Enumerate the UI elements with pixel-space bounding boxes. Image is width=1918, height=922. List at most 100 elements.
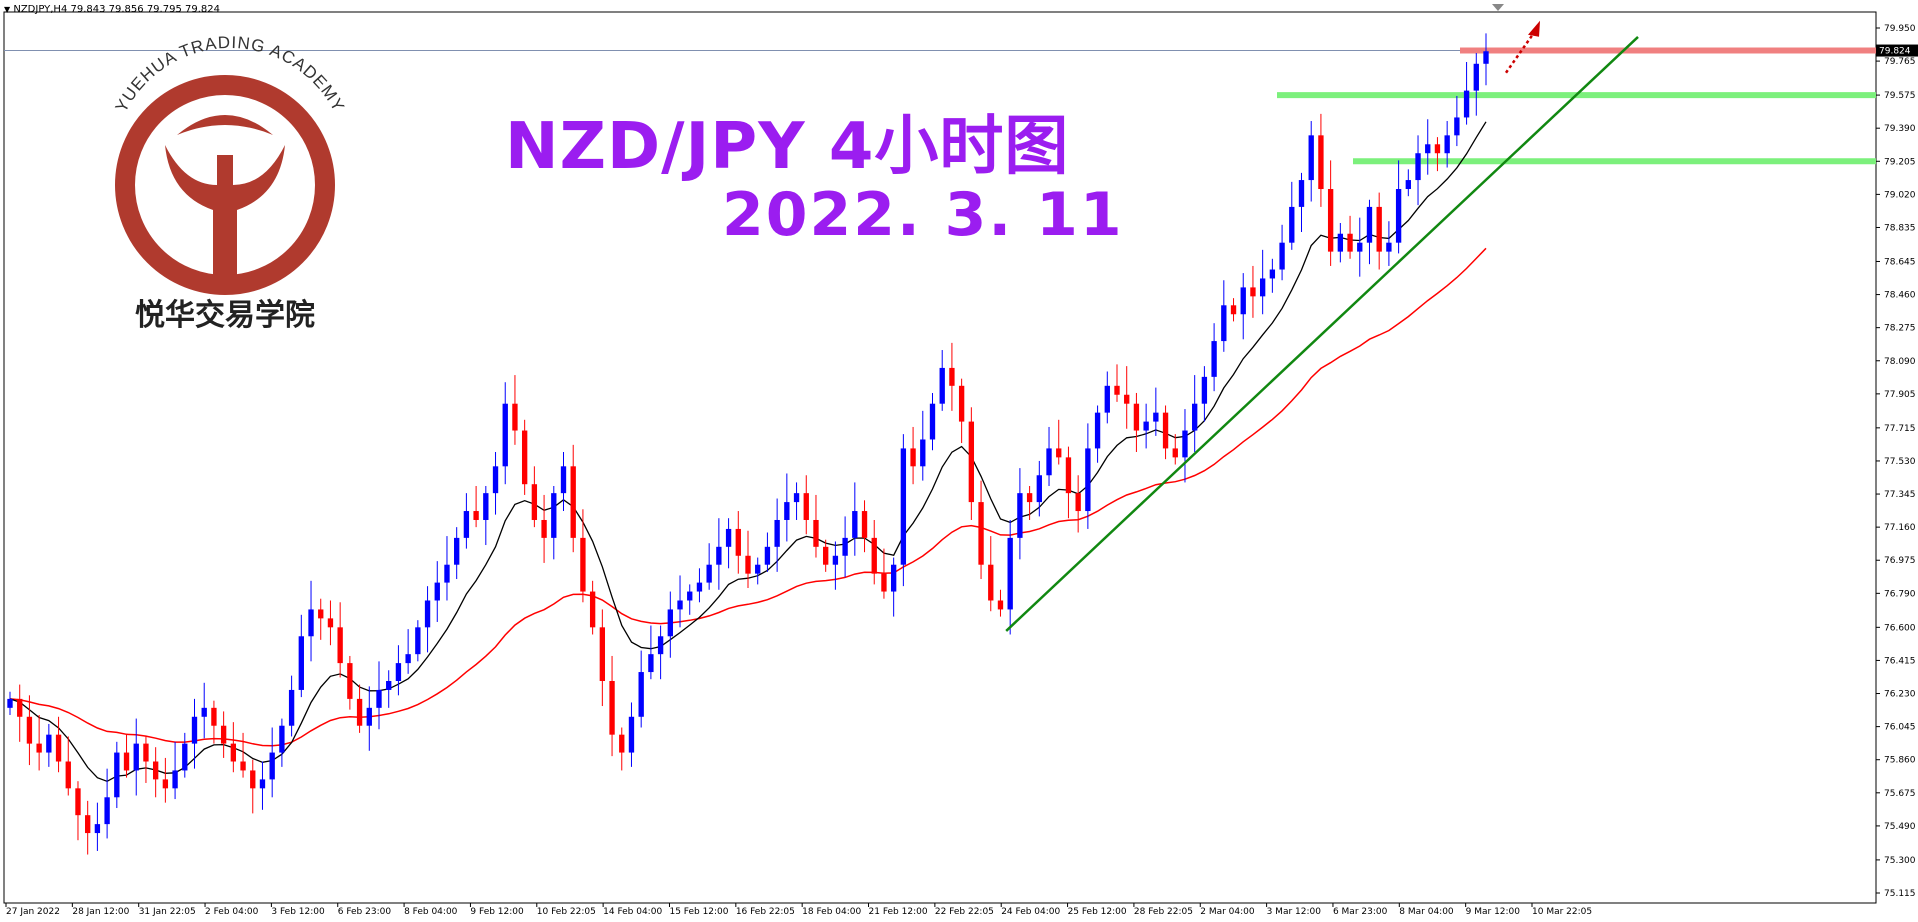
candle-body xyxy=(1483,51,1489,64)
candle-body xyxy=(172,770,178,789)
candle-body xyxy=(609,680,615,735)
x-tick-label: 14 Feb 04:00 xyxy=(603,907,662,917)
candle-body xyxy=(201,707,207,717)
x-tick-label: 21 Feb 12:00 xyxy=(869,907,928,917)
candle-body xyxy=(143,743,149,762)
candle-body xyxy=(551,493,557,538)
x-tick-label: 31 Jan 22:05 xyxy=(139,907,196,917)
candle-body xyxy=(745,555,751,574)
y-tick-label: 75.490 xyxy=(1884,822,1916,832)
candle-body xyxy=(211,707,217,726)
candle-body xyxy=(230,743,237,762)
candle-body xyxy=(774,519,780,547)
candle-body xyxy=(1289,206,1295,243)
candle-body xyxy=(793,493,800,503)
candle-body xyxy=(1153,412,1159,422)
y-tick-label: 78.645 xyxy=(1884,257,1916,267)
candle-body xyxy=(133,743,139,771)
academy-logo: YUEHUA TRADING ACADEMY 悦华交易学院 xyxy=(95,33,365,335)
candle-body xyxy=(1124,394,1130,404)
candle-body xyxy=(570,466,576,538)
candle-body xyxy=(26,716,33,744)
candle-body xyxy=(580,537,586,592)
candle-body xyxy=(483,493,489,520)
y-tick-label: 79.390 xyxy=(1884,124,1916,134)
y-tick-label: 78.090 xyxy=(1884,357,1916,367)
candle-body xyxy=(444,564,450,583)
candle-body xyxy=(7,698,13,708)
candle-body xyxy=(17,698,23,717)
candle-body xyxy=(327,618,334,628)
candle-body xyxy=(75,788,81,816)
y-tick-label: 79.950 xyxy=(1884,24,1916,34)
candle-body xyxy=(1162,412,1169,449)
candle-body xyxy=(687,591,693,601)
candle-body xyxy=(1017,493,1023,538)
x-tick-label: 10 Feb 22:05 xyxy=(537,907,596,917)
candle-body xyxy=(65,761,71,789)
candle-body xyxy=(735,528,741,556)
candle-body xyxy=(589,591,596,628)
candle-body xyxy=(152,761,159,780)
symbol-ohlc-text: NZDJPY,H4 79.843 79.856 79.795 79.824 xyxy=(13,4,220,15)
candle-body xyxy=(648,654,654,673)
current-price-label: 79.824 xyxy=(1879,47,1911,57)
y-tick-label: 78.460 xyxy=(1884,291,1916,301)
candle-body xyxy=(1114,385,1120,395)
candle-body xyxy=(978,502,984,565)
candle-body xyxy=(988,564,994,601)
candle-body xyxy=(813,519,819,547)
candle-body xyxy=(1327,189,1334,252)
candle-body xyxy=(900,448,907,565)
candle-body xyxy=(1221,305,1227,342)
y-tick-label: 76.600 xyxy=(1884,623,1916,633)
x-tick-label: 6 Feb 23:00 xyxy=(338,907,392,917)
x-tick-label: 15 Feb 12:00 xyxy=(669,907,728,917)
candle-body xyxy=(347,663,353,699)
candle-body xyxy=(949,367,955,386)
candle-body xyxy=(1182,430,1188,458)
candle-body xyxy=(405,654,411,664)
candle-body xyxy=(454,537,460,565)
candle-body xyxy=(463,511,470,538)
chevron-down-icon[interactable]: ▼ xyxy=(4,5,11,14)
candle-body xyxy=(1347,233,1353,252)
candle-body xyxy=(871,537,877,574)
candle-body xyxy=(191,716,198,744)
candle-body xyxy=(182,743,188,771)
candle-body xyxy=(1425,144,1431,154)
x-tick-label: 16 Feb 22:05 xyxy=(736,907,795,917)
candle-body xyxy=(628,716,635,753)
candle-body xyxy=(958,385,965,422)
x-tick-label: 18 Feb 04:00 xyxy=(802,907,861,917)
candle-body xyxy=(755,564,761,574)
y-tick-label: 79.765 xyxy=(1884,57,1916,67)
candle-body xyxy=(861,511,868,538)
y-tick-label: 79.575 xyxy=(1884,91,1916,101)
current-price-marker xyxy=(1876,44,1918,57)
candle-body xyxy=(1085,448,1091,512)
candle-body xyxy=(521,430,528,485)
candle-body xyxy=(1007,537,1013,610)
y-tick-label: 75.115 xyxy=(1884,889,1916,899)
candle-body xyxy=(376,689,382,708)
candle-body xyxy=(104,797,110,825)
y-tick-label: 75.675 xyxy=(1884,789,1916,799)
candle-body xyxy=(240,761,246,771)
candle-body xyxy=(337,627,343,664)
candle-body xyxy=(46,734,52,753)
candle-body xyxy=(308,609,314,637)
candle-body xyxy=(502,403,508,467)
candle-body xyxy=(1240,287,1246,315)
y-tick-label: 79.205 xyxy=(1884,157,1916,167)
trend-line xyxy=(1005,36,1639,632)
candle-body xyxy=(1046,448,1052,476)
candle-body xyxy=(318,609,324,619)
y-tick-label: 75.300 xyxy=(1884,856,1916,866)
candle-body xyxy=(424,600,431,628)
candle-body xyxy=(36,743,42,753)
y-tick-label: 78.835 xyxy=(1884,223,1916,233)
plot-frame xyxy=(3,11,1877,904)
